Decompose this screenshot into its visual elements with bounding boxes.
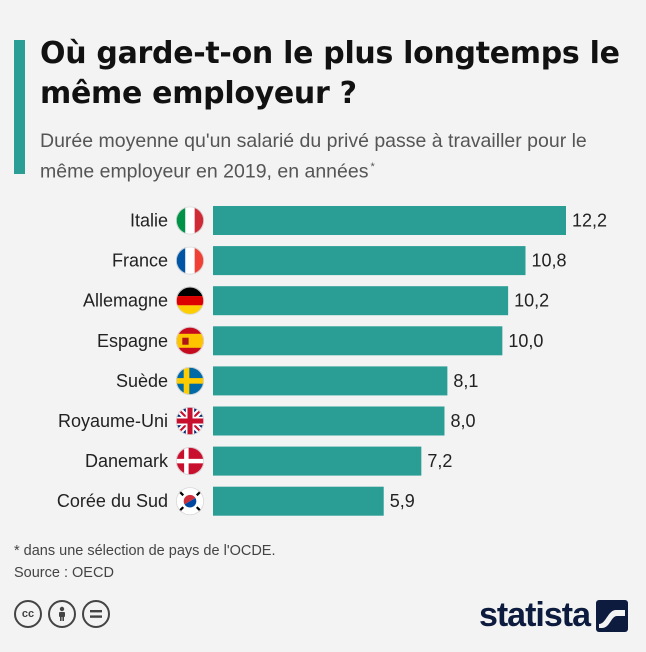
title-accent-bar bbox=[14, 40, 25, 174]
bar-row: Suède 8,1 bbox=[116, 366, 478, 396]
bar bbox=[213, 486, 384, 516]
bar-row: Danemark 7,2 bbox=[85, 446, 452, 476]
bar-row: Allemagne 10,2 bbox=[83, 286, 549, 316]
category-label: Suède bbox=[116, 371, 168, 391]
value-label: 7,2 bbox=[427, 451, 452, 471]
value-label: 10,0 bbox=[508, 331, 543, 351]
bar bbox=[213, 326, 503, 356]
bar-row: Royaume-Uni 8,0 bbox=[58, 406, 476, 436]
uk-flag-icon bbox=[175, 406, 204, 435]
by-person-icon[interactable] bbox=[48, 600, 76, 628]
value-label: 8,0 bbox=[450, 411, 475, 431]
bar bbox=[213, 206, 566, 235]
bar bbox=[213, 366, 448, 396]
bar bbox=[213, 286, 509, 316]
category-label: Corée du Sud bbox=[57, 491, 168, 511]
value-label: 12,2 bbox=[572, 211, 607, 231]
bar-row: France 10,8 bbox=[112, 246, 567, 276]
subtitle-footnote-marker: * bbox=[370, 161, 375, 173]
value-label: 10,8 bbox=[531, 251, 566, 271]
bar-row: Corée du Sud 5,9 bbox=[57, 486, 415, 516]
bar-chart: Italie 12,2 France 10,8 Allemagne 10,2 Espagne… bbox=[57, 206, 607, 516]
south-korea-flag-icon bbox=[175, 487, 204, 516]
footnote-block: * dans une sélection de pays de l'OCDE. … bbox=[14, 540, 276, 584]
germany-flag-icon bbox=[175, 286, 204, 315]
category-label: Danemark bbox=[85, 451, 169, 471]
footnote-text: * dans une sélection de pays de l'OCDE. bbox=[14, 543, 276, 559]
category-label: Espagne bbox=[97, 331, 168, 351]
source-text: Source : OECD bbox=[14, 565, 114, 581]
category-label: France bbox=[112, 251, 168, 271]
sweden-flag-icon bbox=[175, 366, 204, 395]
value-label: 5,9 bbox=[390, 491, 415, 511]
chart-title: Où garde-t-on le plus longtemps le même … bbox=[40, 36, 620, 111]
nd-equal-icon[interactable] bbox=[82, 600, 110, 628]
italy-flag-icon bbox=[175, 206, 204, 235]
denmark-flag-icon bbox=[175, 447, 204, 476]
bar-row: Italie 12,2 bbox=[130, 206, 607, 235]
category-label: Italie bbox=[130, 211, 168, 231]
spain-flag-icon bbox=[175, 326, 204, 355]
france-flag-icon bbox=[175, 246, 204, 275]
bar-row: Espagne 10,0 bbox=[97, 326, 543, 356]
value-label: 10,2 bbox=[514, 291, 549, 311]
cc-icon[interactable]: cc bbox=[14, 600, 42, 628]
license-icons: cc bbox=[14, 600, 110, 628]
statista-logo[interactable]: statista bbox=[479, 596, 628, 635]
category-label: Royaume-Uni bbox=[58, 411, 168, 431]
category-label: Allemagne bbox=[83, 291, 168, 311]
bar bbox=[213, 446, 422, 476]
statista-wave-icon bbox=[596, 599, 628, 632]
logo-text: statista bbox=[478, 596, 591, 634]
value-label: 8,1 bbox=[453, 371, 478, 391]
bar bbox=[213, 406, 445, 436]
subtitle-text: Durée moyenne qu'un salarié du privé pas… bbox=[40, 130, 587, 183]
bar bbox=[213, 246, 526, 276]
chart-subtitle: Durée moyenne qu'un salarié du privé pas… bbox=[40, 128, 640, 185]
